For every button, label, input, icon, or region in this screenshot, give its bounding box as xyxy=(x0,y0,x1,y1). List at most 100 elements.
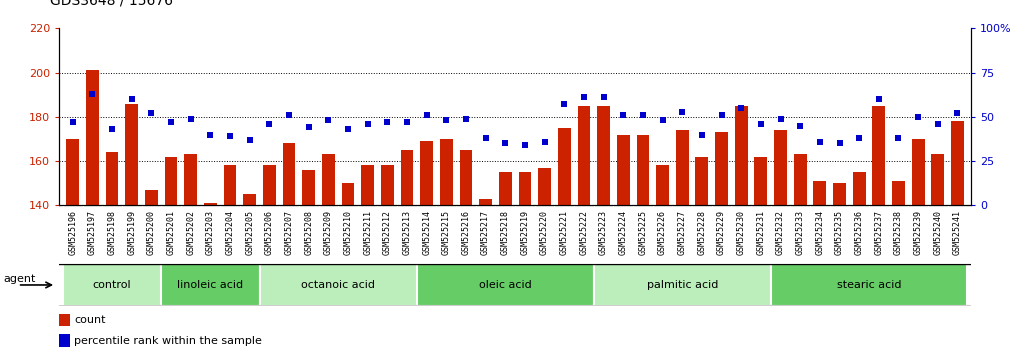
Text: GSM525197: GSM525197 xyxy=(87,210,97,255)
Point xyxy=(379,119,396,125)
Bar xyxy=(259,264,417,306)
Text: GSM525229: GSM525229 xyxy=(717,210,726,255)
Text: GSM525210: GSM525210 xyxy=(344,210,353,255)
Text: GSM525232: GSM525232 xyxy=(776,210,785,255)
Text: GSM525228: GSM525228 xyxy=(698,210,707,255)
Text: GSM525230: GSM525230 xyxy=(736,210,745,255)
Text: GSM525234: GSM525234 xyxy=(816,210,825,255)
Point xyxy=(478,135,494,141)
Text: GSM525200: GSM525200 xyxy=(146,210,156,255)
Bar xyxy=(578,106,590,205)
Point xyxy=(576,95,592,100)
Point xyxy=(654,118,670,123)
Text: GSM525199: GSM525199 xyxy=(127,210,136,255)
Text: GSM525224: GSM525224 xyxy=(618,210,627,255)
Bar xyxy=(617,135,630,205)
Text: GSM525219: GSM525219 xyxy=(521,210,530,255)
Text: stearic acid: stearic acid xyxy=(837,280,901,290)
Text: GSM525227: GSM525227 xyxy=(677,210,686,255)
Point xyxy=(595,95,611,100)
Bar xyxy=(86,70,99,205)
Text: GSM525213: GSM525213 xyxy=(403,210,412,255)
Point xyxy=(497,141,514,146)
Bar xyxy=(361,165,374,205)
Text: GSM525215: GSM525215 xyxy=(441,210,451,255)
Text: GSM525207: GSM525207 xyxy=(285,210,294,255)
Point xyxy=(694,132,710,137)
Bar xyxy=(597,106,610,205)
Text: GDS3648 / 15676: GDS3648 / 15676 xyxy=(50,0,173,7)
Point xyxy=(772,116,788,121)
Text: octanoic acid: octanoic acid xyxy=(301,280,375,290)
Point xyxy=(910,114,926,120)
Bar xyxy=(676,130,689,205)
Point xyxy=(851,135,868,141)
Point xyxy=(104,126,120,132)
Text: GSM525203: GSM525203 xyxy=(205,210,215,255)
Point xyxy=(183,116,199,121)
Point xyxy=(320,118,337,123)
Bar xyxy=(735,106,747,205)
Text: GSM525238: GSM525238 xyxy=(894,210,903,255)
Text: GSM525214: GSM525214 xyxy=(422,210,431,255)
Bar xyxy=(59,314,70,326)
Point xyxy=(281,112,297,118)
Text: GSM525225: GSM525225 xyxy=(639,210,648,255)
Point xyxy=(536,139,552,144)
Bar xyxy=(302,170,315,205)
Bar xyxy=(696,156,708,205)
Bar xyxy=(145,190,158,205)
Text: GSM525204: GSM525204 xyxy=(226,210,235,255)
Point xyxy=(163,119,179,125)
Bar xyxy=(912,139,924,205)
Text: GSM525198: GSM525198 xyxy=(108,210,117,255)
Bar xyxy=(538,168,551,205)
Point xyxy=(84,91,101,97)
Text: GSM525216: GSM525216 xyxy=(462,210,471,255)
Text: GSM525226: GSM525226 xyxy=(658,210,667,255)
Bar xyxy=(594,264,771,306)
Text: GSM525202: GSM525202 xyxy=(186,210,195,255)
Text: GSM525211: GSM525211 xyxy=(363,210,372,255)
Bar xyxy=(63,264,162,306)
Text: count: count xyxy=(74,315,106,325)
Bar xyxy=(715,132,728,205)
Point xyxy=(65,119,81,125)
Point xyxy=(890,135,906,141)
Text: agent: agent xyxy=(3,274,36,284)
Text: GSM525236: GSM525236 xyxy=(854,210,863,255)
Text: GSM525201: GSM525201 xyxy=(167,210,176,255)
Bar xyxy=(125,103,138,205)
Bar xyxy=(774,130,787,205)
Bar xyxy=(283,143,295,205)
Bar xyxy=(440,139,453,205)
Text: GSM525235: GSM525235 xyxy=(835,210,844,255)
Point xyxy=(419,112,435,118)
Text: percentile rank within the sample: percentile rank within the sample xyxy=(74,336,262,346)
Bar xyxy=(932,154,944,205)
Text: GSM525209: GSM525209 xyxy=(323,210,333,255)
Point xyxy=(202,132,219,137)
Point xyxy=(124,96,140,102)
Point xyxy=(242,137,258,143)
Bar xyxy=(184,154,197,205)
Point xyxy=(831,141,847,146)
Point xyxy=(635,112,651,118)
Bar xyxy=(519,172,531,205)
Bar xyxy=(420,141,433,205)
Bar xyxy=(263,165,276,205)
Bar xyxy=(558,128,571,205)
Bar xyxy=(243,194,256,205)
Text: GSM525223: GSM525223 xyxy=(599,210,608,255)
Bar xyxy=(479,199,492,205)
Text: GSM525205: GSM525205 xyxy=(245,210,254,255)
Bar xyxy=(66,139,79,205)
Point xyxy=(949,110,965,116)
Bar xyxy=(165,156,177,205)
Text: GSM525233: GSM525233 xyxy=(795,210,804,255)
Bar xyxy=(794,154,806,205)
Point xyxy=(143,110,160,116)
Point xyxy=(517,142,533,148)
Text: GSM525196: GSM525196 xyxy=(68,210,77,255)
Bar xyxy=(951,121,964,205)
